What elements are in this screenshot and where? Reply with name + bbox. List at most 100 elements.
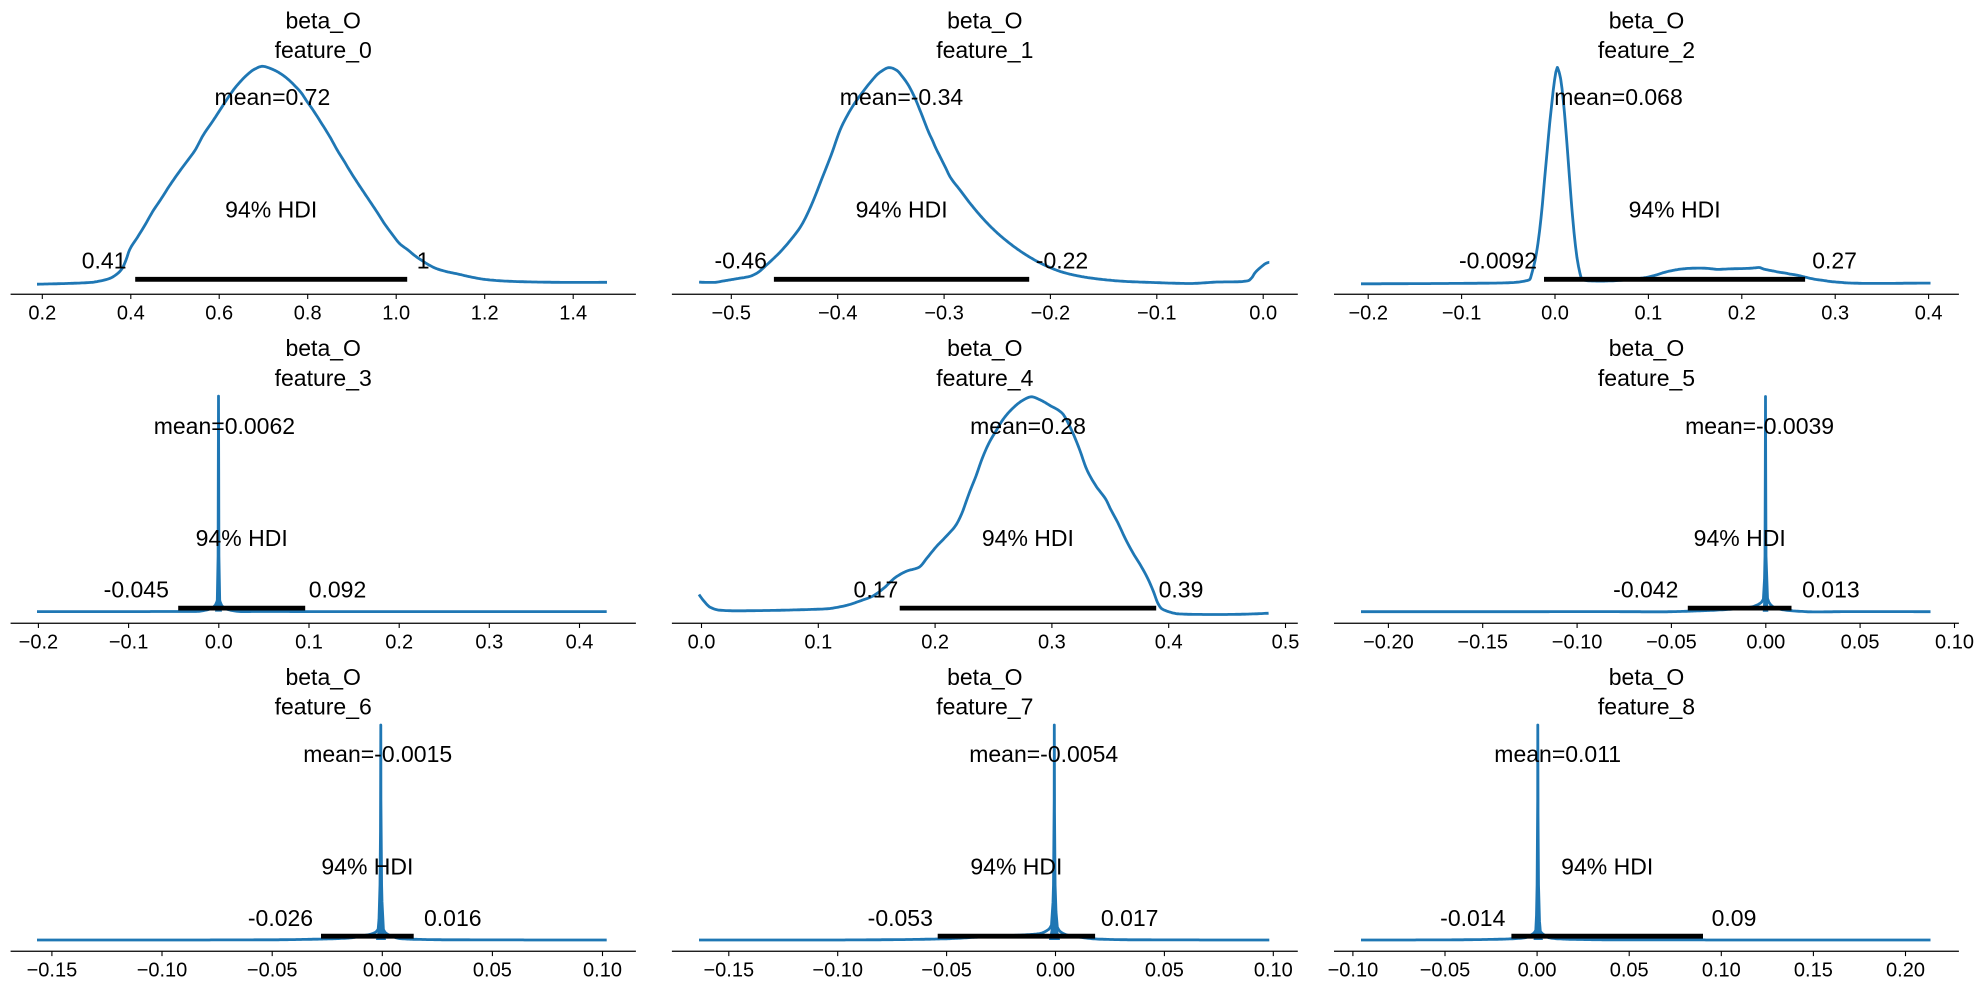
svg-text:0.10: 0.10 <box>1254 959 1293 981</box>
svg-text:feature_0: feature_0 <box>275 37 372 63</box>
svg-text:1.4: 1.4 <box>559 302 587 324</box>
svg-text:−0.10: −0.10 <box>137 959 188 981</box>
svg-text:-0.46: -0.46 <box>714 248 766 274</box>
svg-text:−0.5: −0.5 <box>712 302 751 324</box>
svg-text:−0.1: −0.1 <box>1442 302 1481 324</box>
svg-text:0.00: 0.00 <box>363 959 402 981</box>
svg-text:mean=0.068: mean=0.068 <box>1554 84 1683 110</box>
svg-text:−0.05: −0.05 <box>921 959 972 981</box>
svg-text:0.2: 0.2 <box>28 302 56 324</box>
svg-text:mean=0.28: mean=0.28 <box>970 413 1086 439</box>
svg-text:beta_O: beta_O <box>285 335 360 361</box>
svg-text:0.013: 0.013 <box>1802 577 1860 603</box>
svg-text:feature_7: feature_7 <box>936 694 1033 720</box>
svg-text:0.016: 0.016 <box>424 905 482 931</box>
svg-text:feature_3: feature_3 <box>275 365 372 391</box>
svg-text:mean=-0.0039: mean=-0.0039 <box>1685 413 1834 439</box>
svg-text:1: 1 <box>417 248 430 274</box>
svg-text:0.4: 0.4 <box>1915 302 1943 324</box>
svg-text:beta_O: beta_O <box>1609 335 1684 361</box>
svg-text:feature_5: feature_5 <box>1598 365 1695 391</box>
svg-text:beta_O: beta_O <box>947 8 1022 34</box>
svg-text:-0.045: -0.045 <box>104 577 169 603</box>
svg-text:-0.042: -0.042 <box>1613 577 1678 603</box>
svg-text:1.2: 1.2 <box>471 302 499 324</box>
svg-text:feature_1: feature_1 <box>936 37 1033 63</box>
svg-text:0.3: 0.3 <box>475 631 503 653</box>
svg-text:−0.15: −0.15 <box>27 959 78 981</box>
svg-text:−0.2: −0.2 <box>1031 302 1070 324</box>
svg-text:0.8: 0.8 <box>294 302 322 324</box>
svg-text:94% HDI: 94% HDI <box>1561 853 1653 879</box>
svg-text:−0.10: −0.10 <box>1552 631 1603 653</box>
svg-text:0.2: 0.2 <box>385 631 413 653</box>
svg-text:−0.2: −0.2 <box>1348 302 1387 324</box>
svg-text:94% HDI: 94% HDI <box>321 853 413 879</box>
svg-text:0.05: 0.05 <box>1610 959 1649 981</box>
svg-text:0.05: 0.05 <box>1841 631 1880 653</box>
svg-text:beta_O: beta_O <box>1609 8 1684 34</box>
svg-text:−0.15: −0.15 <box>703 959 754 981</box>
svg-text:feature_6: feature_6 <box>275 694 372 720</box>
svg-text:0.20: 0.20 <box>1886 959 1925 981</box>
svg-text:-0.026: -0.026 <box>248 905 313 931</box>
svg-text:-0.053: -0.053 <box>868 905 933 931</box>
svg-text:0.5: 0.5 <box>1272 631 1300 653</box>
svg-text:0.09: 0.09 <box>1712 905 1757 931</box>
svg-text:0.3: 0.3 <box>1038 631 1066 653</box>
svg-text:feature_4: feature_4 <box>936 365 1033 391</box>
svg-text:mean=-0.0054: mean=-0.0054 <box>969 741 1118 767</box>
svg-text:feature_8: feature_8 <box>1598 694 1695 720</box>
svg-text:beta_O: beta_O <box>947 335 1022 361</box>
svg-text:−0.1: −0.1 <box>1137 302 1176 324</box>
svg-text:0.4: 0.4 <box>1155 631 1183 653</box>
svg-text:94% HDI: 94% HDI <box>196 525 288 551</box>
svg-text:0.4: 0.4 <box>566 631 594 653</box>
svg-text:0.1: 0.1 <box>1634 302 1662 324</box>
svg-text:0.15: 0.15 <box>1794 959 1833 981</box>
svg-text:94% HDI: 94% HDI <box>982 525 1074 551</box>
svg-text:0.00: 0.00 <box>1746 631 1785 653</box>
svg-text:1.0: 1.0 <box>382 302 410 324</box>
svg-text:0.0: 0.0 <box>688 631 716 653</box>
svg-text:0.1: 0.1 <box>295 631 323 653</box>
svg-text:−0.20: −0.20 <box>1363 631 1414 653</box>
svg-text:−0.05: −0.05 <box>247 959 298 981</box>
svg-text:-0.014: -0.014 <box>1440 905 1505 931</box>
svg-text:94% HDI: 94% HDI <box>1694 525 1786 551</box>
svg-text:−0.10: −0.10 <box>1328 959 1379 981</box>
svg-text:94% HDI: 94% HDI <box>1629 196 1721 222</box>
svg-text:mean=-0.0015: mean=-0.0015 <box>303 741 452 767</box>
svg-text:beta_O: beta_O <box>1609 664 1684 690</box>
svg-text:94% HDI: 94% HDI <box>856 196 948 222</box>
svg-text:-0.0092: -0.0092 <box>1459 248 1537 274</box>
svg-text:0.10: 0.10 <box>1935 631 1974 653</box>
svg-text:-0.22: -0.22 <box>1036 248 1088 274</box>
svg-text:0.2: 0.2 <box>921 631 949 653</box>
svg-text:0.0: 0.0 <box>205 631 233 653</box>
svg-text:−0.10: −0.10 <box>812 959 863 981</box>
svg-text:−0.05: −0.05 <box>1420 959 1471 981</box>
svg-text:0.2: 0.2 <box>1728 302 1756 324</box>
svg-text:0.10: 0.10 <box>583 959 622 981</box>
svg-text:0.10: 0.10 <box>1702 959 1741 981</box>
svg-text:0.39: 0.39 <box>1159 577 1204 603</box>
svg-text:−0.1: −0.1 <box>109 631 148 653</box>
svg-text:−0.2: −0.2 <box>19 631 58 653</box>
svg-text:0.3: 0.3 <box>1821 302 1849 324</box>
svg-text:0.4: 0.4 <box>117 302 145 324</box>
svg-text:mean=0.0062: mean=0.0062 <box>154 413 295 439</box>
svg-text:0.0: 0.0 <box>1249 302 1277 324</box>
svg-text:0.017: 0.017 <box>1101 905 1159 931</box>
svg-text:0.0: 0.0 <box>1541 302 1569 324</box>
svg-text:−0.15: −0.15 <box>1457 631 1508 653</box>
svg-text:0.6: 0.6 <box>205 302 233 324</box>
svg-text:beta_O: beta_O <box>285 8 360 34</box>
svg-text:−0.4: −0.4 <box>818 302 857 324</box>
svg-text:beta_O: beta_O <box>947 664 1022 690</box>
svg-text:0.00: 0.00 <box>1036 959 1075 981</box>
svg-text:0.05: 0.05 <box>473 959 512 981</box>
svg-text:94% HDI: 94% HDI <box>970 853 1062 879</box>
svg-text:94% HDI: 94% HDI <box>225 196 317 222</box>
svg-text:0.41: 0.41 <box>82 248 127 274</box>
